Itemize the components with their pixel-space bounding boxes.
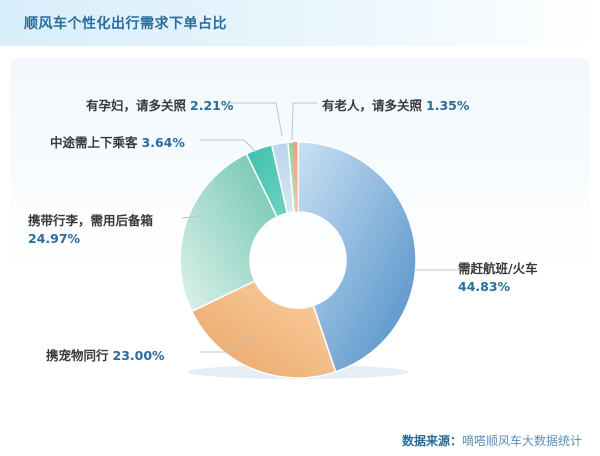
leader-pregnant <box>229 102 283 137</box>
leader-midway <box>200 139 257 153</box>
label-midway-name: 中途需上下乘客 <box>50 135 138 150</box>
label-luggage: 携带行李，需用后备箱 24.97% <box>28 210 153 246</box>
label-pet: 携宠物同行 23.00% <box>46 345 165 364</box>
label-elderly-name: 有老人，请多关照 <box>322 98 423 113</box>
label-pet-name: 携宠物同行 <box>46 348 109 363</box>
label-pet-pct: 23.00% <box>112 348 165 363</box>
slice-luggage <box>179 152 279 313</box>
slice-flight <box>297 141 417 373</box>
chart-title: 顺风车个性化出行需求下单占比 <box>24 16 227 32</box>
leader-lines <box>181 102 458 353</box>
label-pregnant: 有孕妇，请多关照 2.21% <box>86 95 233 114</box>
label-midway: 中途需上下乘客 3.64% <box>50 132 185 151</box>
label-flight-pct: 44.83% <box>458 279 511 294</box>
leader-pet <box>200 335 253 353</box>
header-band: 顺风车个性化出行需求下单占比 <box>0 0 600 46</box>
data-source: 数据来源：嘀嗒顺风车大数据统计 <box>402 432 582 449</box>
donut-slices <box>179 141 417 379</box>
slice-accent <box>292 142 298 213</box>
label-pregnant-name: 有孕妇，请多关照 <box>86 98 187 113</box>
data-source-value: 嘀嗒顺风车大数据统计 <box>461 434 582 448</box>
slice-pet <box>190 279 337 379</box>
label-luggage-pct: 24.97% <box>28 231 81 246</box>
leader-luggage <box>181 215 201 219</box>
label-flight: 需赶航班/火车 44.83% <box>458 258 538 294</box>
label-flight-name: 需赶航班/火车 <box>458 261 538 276</box>
data-source-label: 数据来源： <box>401 434 462 448</box>
leader-elderly <box>291 102 317 141</box>
label-midway-pct: 3.64% <box>141 135 185 150</box>
label-elderly-pct: 1.35% <box>426 98 470 113</box>
label-pregnant-pct: 2.21% <box>190 98 234 113</box>
label-luggage-name: 携带行李，需用后备箱 <box>28 213 154 228</box>
label-elderly: 有老人，请多关照 1.35% <box>322 95 469 114</box>
